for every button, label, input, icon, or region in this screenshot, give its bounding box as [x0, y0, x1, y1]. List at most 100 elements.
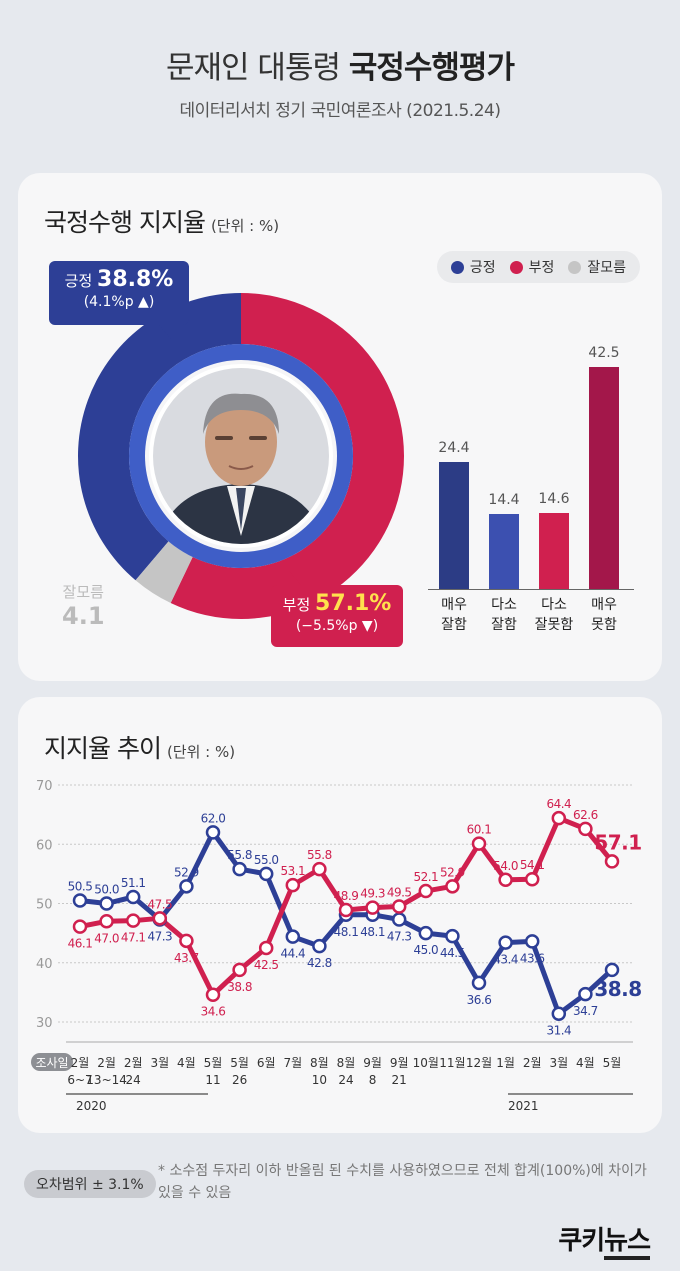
data-point-negative — [418, 883, 434, 899]
bar-value-label: 14.4 — [488, 491, 520, 508]
x-tick-sublabel: 21 — [392, 1073, 407, 1087]
y-tick-label: 70 — [36, 779, 53, 794]
bar-category-label: 다소 잘함 — [491, 597, 517, 633]
bar-category-label: 매우 잘함 — [441, 597, 467, 633]
data-label-negative: 52.1 — [413, 870, 438, 884]
legend-item-negative: 부정 — [509, 257, 554, 277]
data-label-positive: 43.6 — [520, 951, 545, 965]
x-tick-label: 7월 — [283, 1056, 302, 1070]
callout-pointer — [159, 325, 171, 339]
legend-item-positive: 긍정 — [450, 257, 496, 277]
data-point-positive — [312, 938, 327, 954]
donut-slice-unknown — [135, 541, 193, 604]
data-label-negative: 47.5 — [147, 897, 172, 911]
legend-dot-unknown — [568, 260, 582, 274]
x-tick-label: 11월 — [439, 1056, 465, 1070]
data-point-positive — [232, 861, 247, 877]
x-tick-label: 1월 — [496, 1056, 515, 1070]
bar-value-label: 42.5 — [588, 345, 620, 361]
x-tick-label: 6월 — [257, 1056, 276, 1070]
data-label-negative: 49.3 — [360, 887, 385, 901]
year-label: 2020 — [76, 1099, 107, 1113]
data-label-positive: 55.0 — [254, 853, 279, 867]
data-point-negative — [471, 836, 487, 851]
data-label-negative: 60.1 — [467, 823, 492, 837]
data-point-positive — [445, 928, 460, 944]
data-point-negative — [99, 914, 114, 929]
positive-callout: 긍정 38.8% (4.1%p ▲) — [49, 261, 189, 339]
data-label-positive: 34.7 — [573, 1004, 598, 1018]
x-tick-label: 8월 — [337, 1056, 356, 1070]
x-tick-label: 5월 — [230, 1056, 249, 1070]
donut-slice-negative — [170, 293, 405, 619]
data-point-negative — [152, 911, 168, 926]
unknown-label: 잘모름 4.1 — [62, 583, 105, 630]
bar-category-label: 다소 잘못함 — [534, 597, 574, 633]
x-axis-label: 조사일 — [35, 1056, 68, 1070]
data-point-negative — [551, 810, 567, 826]
data-label-positive: 51.1 — [121, 876, 146, 890]
legend: 긍정 부정 잘모름 — [436, 251, 640, 283]
data-point-positive — [125, 889, 141, 905]
data-point-negative — [312, 861, 327, 877]
footnote: * 소수점 두자리 이하 반올림 된 수치를 사용하였으므로 전체 합계(100… — [158, 1163, 647, 1201]
data-point-positive — [578, 986, 593, 1002]
y-tick-label: 60 — [36, 838, 53, 853]
data-label-positive: 36.6 — [467, 993, 492, 1007]
bar-chart: 24.4 매우 잘함 14.4 다소 잘함 14.6 다소 잘못함 42.5 매우 못함 — [418, 323, 648, 643]
data-label-positive: 50.0 — [94, 883, 119, 897]
data-label-negative: 38.8 — [227, 980, 252, 994]
data-label-positive: 62.0 — [201, 811, 226, 825]
bar-3 — [589, 367, 619, 589]
data-point-positive — [498, 935, 513, 950]
bar-value-label: 24.4 — [438, 439, 470, 456]
data-label-positive: 52.9 — [174, 865, 199, 879]
data-point-negative — [498, 872, 513, 888]
x-tick-label: 4월 — [177, 1056, 196, 1070]
president-portrait-icon — [153, 368, 329, 544]
data-label-positive: 44.4 — [280, 947, 305, 961]
legend-dot-positive — [450, 260, 464, 274]
data-label-positive: 47.3 — [387, 929, 412, 943]
data-point-positive — [72, 893, 88, 908]
data-point-positive — [391, 912, 407, 927]
y-tick-label: 30 — [36, 1016, 53, 1031]
data-point-negative — [179, 933, 194, 949]
x-tick-sublabel: 8 — [369, 1073, 377, 1087]
data-point-positive — [471, 975, 487, 991]
data-point-positive — [418, 925, 434, 941]
data-point-positive — [258, 866, 274, 882]
x-tick-sublabel: 10 — [312, 1073, 327, 1087]
data-point-negative — [285, 877, 301, 893]
data-label-positive: 44.5 — [440, 946, 465, 960]
data-point-negative — [365, 900, 380, 915]
x-tick-label: 2월 — [97, 1056, 116, 1070]
bar-1 — [489, 513, 519, 589]
data-point-negative — [258, 940, 274, 956]
data-point-negative — [391, 899, 407, 914]
data-label-negative: 64.4 — [546, 797, 571, 811]
y-tick-label: 50 — [36, 898, 53, 913]
data-label-negative: 47.1 — [121, 931, 146, 945]
x-tick-label: 5월 — [603, 1056, 622, 1070]
data-point-negative — [205, 987, 221, 1002]
data-label-negative: 49.5 — [387, 885, 412, 899]
data-label-negative: 62.6 — [573, 808, 598, 822]
data-label-positive: 38.8 — [594, 977, 641, 1001]
data-label-positive: 43.4 — [493, 953, 518, 967]
x-tick-sublabel: 11 — [205, 1073, 220, 1087]
data-point-negative — [578, 821, 593, 837]
x-axis-badge — [31, 1053, 73, 1071]
data-point-positive — [524, 934, 540, 949]
data-point-negative — [524, 871, 540, 887]
donut-slice-positive — [78, 293, 241, 581]
x-tick-sublabel: 24 — [338, 1073, 353, 1087]
data-label-negative: 54.0 — [493, 859, 518, 873]
x-tick-sublabel: 26 — [232, 1073, 247, 1087]
bar-2 — [539, 512, 569, 589]
donut-chart — [78, 293, 405, 619]
data-point-positive — [179, 879, 194, 894]
trend-title: 지지율 추이 (단위 : %) — [44, 734, 236, 763]
data-point-negative — [232, 962, 247, 978]
